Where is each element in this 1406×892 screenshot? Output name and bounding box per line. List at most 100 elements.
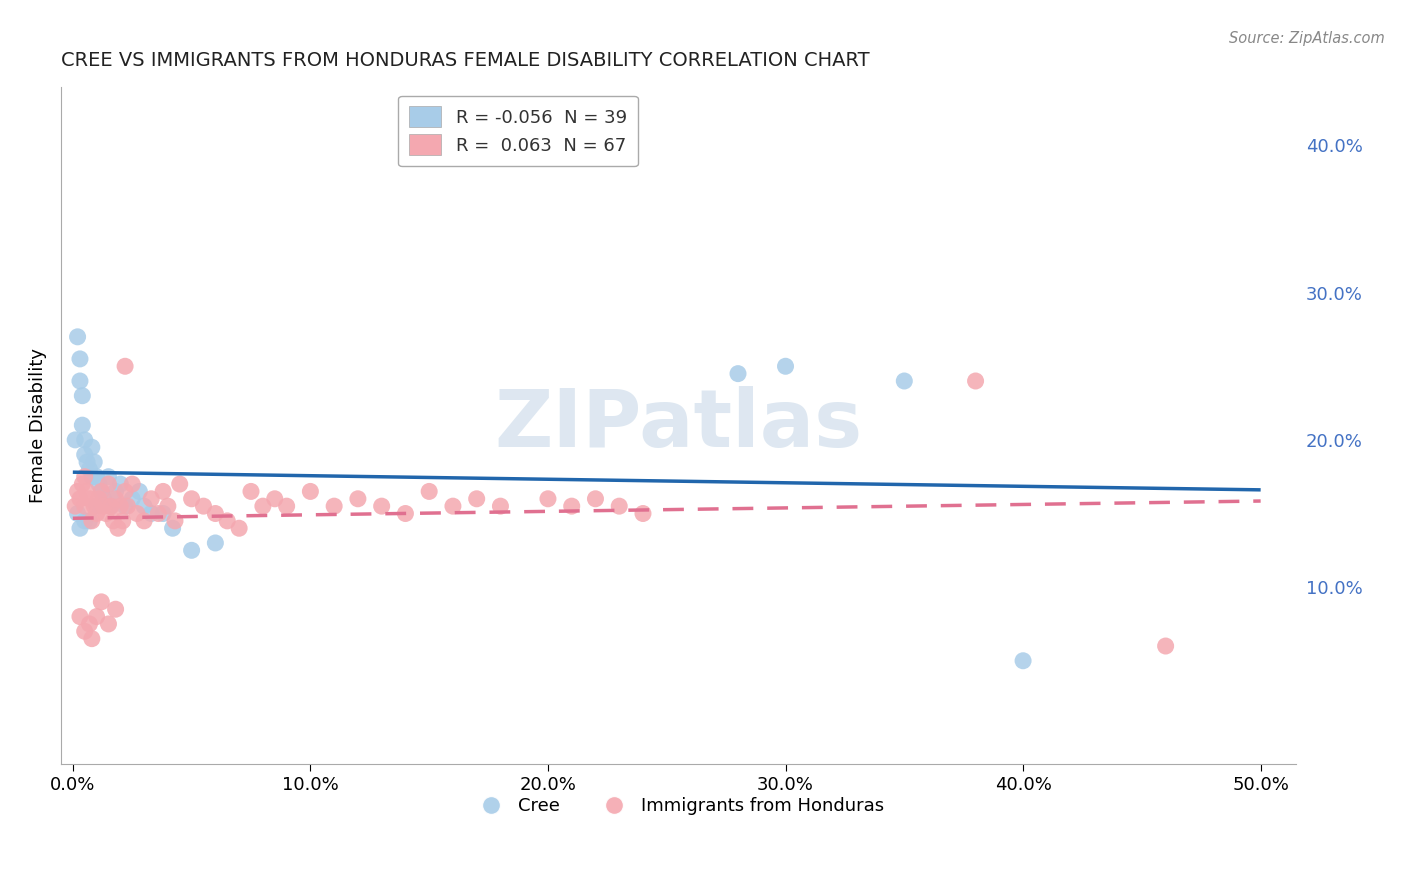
Point	[69, 374, 91, 388]
Point	[93, 499, 115, 513]
Point	[152, 484, 174, 499]
Point	[114, 484, 136, 499]
Point	[80, 469, 103, 483]
Point	[100, 499, 122, 513]
Point	[204, 507, 226, 521]
Point	[114, 499, 136, 513]
Point	[370, 499, 392, 513]
Point	[125, 507, 148, 521]
Point	[86, 507, 108, 521]
Point	[121, 477, 143, 491]
Point	[73, 514, 96, 528]
Point	[607, 499, 630, 513]
Point	[66, 507, 89, 521]
Point	[97, 616, 120, 631]
Point	[90, 484, 112, 499]
Point	[631, 507, 654, 521]
Point	[228, 521, 250, 535]
Point	[69, 609, 91, 624]
Point	[323, 499, 346, 513]
Point	[128, 484, 150, 499]
Point	[73, 499, 96, 513]
Point	[80, 632, 103, 646]
Point	[103, 514, 125, 528]
Point	[80, 514, 103, 528]
Y-axis label: Female Disability: Female Disability	[30, 348, 46, 503]
Point	[114, 359, 136, 374]
Point	[87, 491, 110, 506]
Point	[69, 521, 91, 535]
Point	[1012, 654, 1035, 668]
Point	[79, 514, 101, 528]
Point	[86, 469, 108, 483]
Point	[79, 491, 101, 506]
Point	[347, 491, 370, 506]
Point	[162, 521, 184, 535]
Point	[893, 374, 915, 388]
Point	[132, 499, 155, 513]
Point	[727, 367, 749, 381]
Point	[93, 491, 115, 506]
Point	[276, 499, 298, 513]
Point	[83, 455, 105, 469]
Point	[73, 433, 96, 447]
Point	[156, 499, 179, 513]
Point	[148, 507, 170, 521]
Point	[169, 477, 191, 491]
Text: Source: ZipAtlas.com: Source: ZipAtlas.com	[1229, 31, 1385, 46]
Point	[73, 448, 96, 462]
Point	[110, 499, 132, 513]
Point	[79, 616, 101, 631]
Point	[561, 499, 583, 513]
Point	[94, 507, 117, 521]
Point	[193, 499, 215, 513]
Point	[217, 514, 239, 528]
Point	[1154, 639, 1177, 653]
Point	[86, 499, 108, 513]
Point	[180, 543, 202, 558]
Point	[69, 491, 91, 506]
Point	[63, 433, 86, 447]
Point	[104, 491, 127, 506]
Point	[111, 514, 134, 528]
Point	[163, 514, 186, 528]
Point	[121, 491, 143, 506]
Point	[585, 491, 607, 506]
Point	[73, 624, 96, 639]
Point	[152, 507, 174, 521]
Legend: Cree, Immigrants from Honduras: Cree, Immigrants from Honduras	[465, 790, 891, 822]
Point	[76, 484, 98, 499]
Point	[76, 455, 98, 469]
Point	[117, 499, 139, 513]
Point	[97, 477, 120, 491]
Point	[72, 477, 94, 491]
Point	[80, 440, 103, 454]
Point	[141, 491, 163, 506]
Point	[394, 507, 416, 521]
Point	[79, 462, 101, 476]
Point	[83, 499, 105, 513]
Point	[240, 484, 263, 499]
Point	[72, 418, 94, 433]
Point	[100, 499, 122, 513]
Point	[110, 477, 132, 491]
Point	[132, 514, 155, 528]
Point	[252, 499, 274, 513]
Point	[965, 374, 987, 388]
Point	[299, 484, 322, 499]
Point	[87, 477, 110, 491]
Point	[141, 507, 163, 521]
Point	[104, 484, 127, 499]
Point	[97, 469, 120, 483]
Point	[86, 609, 108, 624]
Point	[63, 499, 86, 513]
Text: ZIPatlas: ZIPatlas	[495, 386, 863, 464]
Point	[465, 491, 488, 506]
Point	[418, 484, 440, 499]
Point	[90, 484, 112, 499]
Point	[104, 602, 127, 616]
Point	[537, 491, 560, 506]
Point	[107, 521, 129, 535]
Point	[489, 499, 512, 513]
Point	[90, 595, 112, 609]
